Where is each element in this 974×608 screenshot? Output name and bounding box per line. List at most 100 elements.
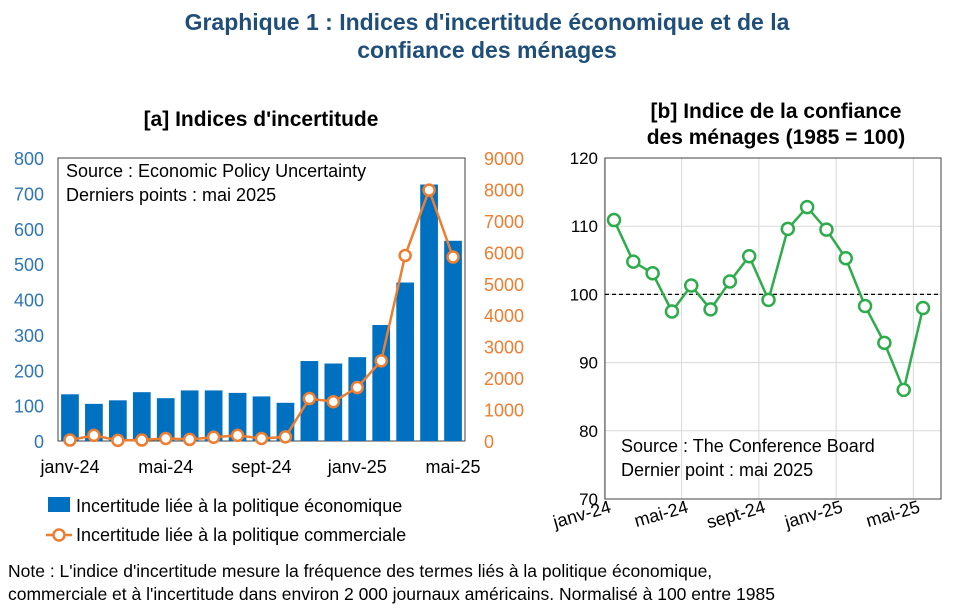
main-title-line1: Graphique 1 : Indices d'incertitude écon…	[184, 9, 790, 35]
chart-b-point-15	[896, 382, 911, 398]
chart-a-right-tick-7000: 7000	[484, 212, 524, 232]
chart-b-y-tick-110: 110	[571, 217, 598, 236]
chart-b-title-line1: [b] Indice de la confiance	[651, 100, 902, 123]
chart-a-left-tick-200: 200	[14, 361, 44, 381]
chart-a-point-9	[278, 430, 293, 444]
chart-a-source: Source : Economic Policy Uncertainty	[66, 161, 366, 181]
chart-a-left-tick-0: 0	[34, 432, 44, 452]
chart-a-point-3	[135, 433, 149, 447]
chart-a-point-4	[158, 431, 173, 446]
chart-a-point-16	[446, 250, 460, 264]
chart-b-source: Source : The Conference Board	[621, 436, 875, 456]
chart-a-bar-12	[348, 357, 367, 441]
chart-b-point-3	[664, 304, 680, 319]
chart-b-y-tick-70: 70	[579, 490, 598, 509]
chart-a-point-5	[182, 432, 197, 447]
chart-b-last-point: Dernier point : mai 2025	[621, 460, 813, 480]
chart-b-x-tick-12: janv-25	[782, 497, 845, 533]
chart-a-bar-5	[180, 390, 199, 441]
main-title: Graphique 1 : Indices d'incertitude écon…	[0, 8, 974, 64]
chart-a-bar-4	[156, 398, 175, 441]
chart-a-right-tick-6000: 6000	[484, 243, 524, 263]
chart-b-point-7	[741, 248, 757, 264]
chart-b-y-tick-80: 80	[579, 422, 598, 441]
chart-a-title: [a] Indices d'incertitude	[144, 108, 379, 131]
chart-b-x-tick-4: mai-24	[632, 497, 690, 531]
chart-a-left-tick-400: 400	[14, 291, 44, 311]
chart-b-point-1	[626, 254, 641, 269]
chart-a-right-tick-1000: 1000	[484, 401, 524, 421]
chart-b-x-tick-16: mai-25	[864, 497, 922, 531]
chart-b-title-line2: des ménages (1985 = 100)	[647, 126, 906, 149]
chart-b-point-4	[684, 278, 699, 293]
chart-a-left-tick-100: 100	[14, 397, 44, 417]
chart-a-right-tick-3000: 3000	[484, 338, 524, 358]
chart-b-point-9	[780, 221, 796, 237]
chart-a-bar-15	[420, 184, 438, 441]
chart-a-point-0	[63, 433, 77, 447]
chart-a-point-14	[398, 248, 412, 263]
note-line1: Note : L'indice d'incertitude mesure la …	[8, 561, 713, 581]
chart-a-point-1	[87, 428, 101, 443]
chart-b-point-14	[877, 335, 892, 351]
chart-b-point-2	[645, 266, 660, 281]
chart-a-right-tick-9000: 9000	[484, 149, 524, 169]
chart-a-bar-8	[252, 396, 271, 441]
chart-a-right-tick-5000: 5000	[484, 275, 524, 295]
chart-b-point-16	[915, 300, 931, 316]
chart-b-point-6	[722, 274, 738, 289]
chart-a-bar-16	[444, 240, 462, 441]
main-title-line2: confiance des ménages	[357, 37, 617, 63]
chart-a-x-tick-8: sept-24	[231, 457, 291, 477]
chart-b-y-tick-120: 120	[570, 149, 598, 168]
chart-b-point-12	[838, 251, 853, 266]
chart-a-legend-bar-label: Incertitude liée à la politique économiq…	[76, 496, 402, 516]
chart-b-point-0	[606, 212, 622, 228]
chart-a-right-tick-2000: 2000	[484, 369, 524, 389]
chart-a-point-12	[350, 380, 365, 395]
chart-a-point-15	[422, 183, 436, 197]
chart-a-right-tick-8000: 8000	[484, 180, 524, 200]
chart-a-right-tick-4000: 4000	[484, 306, 524, 326]
chart-a-point-8	[254, 431, 269, 446]
note: Note : L'indice d'incertitude mesure la …	[8, 560, 958, 606]
chart-a-bar-0	[61, 394, 79, 441]
chart-a-left-tick-300: 300	[14, 326, 44, 346]
chart-a-bar-6	[204, 390, 223, 441]
chart-a-last-point: Derniers points : mai 2025	[66, 185, 276, 205]
chart-a-bar-2	[108, 400, 127, 441]
chart-a-point-11	[326, 394, 341, 409]
chart-b-y-tick-100: 100	[570, 285, 598, 304]
chart-a-bar-3	[132, 392, 151, 441]
chart-a-legend-bar-swatch	[48, 497, 70, 512]
chart-a-point-6	[206, 430, 221, 444]
chart-a-legend-marker	[52, 528, 66, 542]
chart-b-x-tick-8: sept-24	[704, 497, 767, 533]
chart-a-bar-14	[396, 282, 415, 441]
chart-a-point-2	[111, 433, 125, 448]
chart-a-bar-13	[372, 324, 391, 441]
chart-a-right-tick-0: 0	[484, 432, 494, 452]
chart-a-left-tick-700: 700	[14, 184, 44, 204]
chart-a-point-7	[230, 428, 245, 443]
chart-b-frame	[604, 157, 942, 500]
chart-a-x-tick-16: mai-25	[426, 457, 481, 477]
chart-a-left-tick-600: 600	[14, 220, 44, 240]
charts-canvas: [a] Indices d'incertitude 0 100 200 300 400 50…	[14, 100, 942, 545]
chart-b-point-8	[761, 292, 776, 308]
chart-a-legend-line-label: Incertitude liée à la politique commerci…	[76, 525, 406, 545]
chart-a-x-tick-4: mai-24	[138, 457, 193, 477]
chart-a-point-13	[374, 354, 388, 368]
chart-b-y-tick-90: 90	[579, 354, 598, 373]
chart-b-point-10	[799, 199, 815, 215]
chart-a-x-tick-12: janv-25	[327, 457, 387, 477]
chart-a-left-tick-500: 500	[14, 255, 44, 275]
chart-a-x-tick-0: janv-24	[39, 457, 99, 477]
chart-b-point-11	[819, 222, 834, 237]
chart-a-point-10	[302, 391, 317, 406]
chart-a-left-tick-800: 800	[14, 149, 44, 169]
chart-b-point-13	[857, 298, 873, 314]
note-line2: commerciale et à l'incertitude dans envi…	[8, 584, 775, 604]
chart-b-point-5	[703, 302, 718, 317]
chart-a-bar-7	[228, 392, 247, 441]
